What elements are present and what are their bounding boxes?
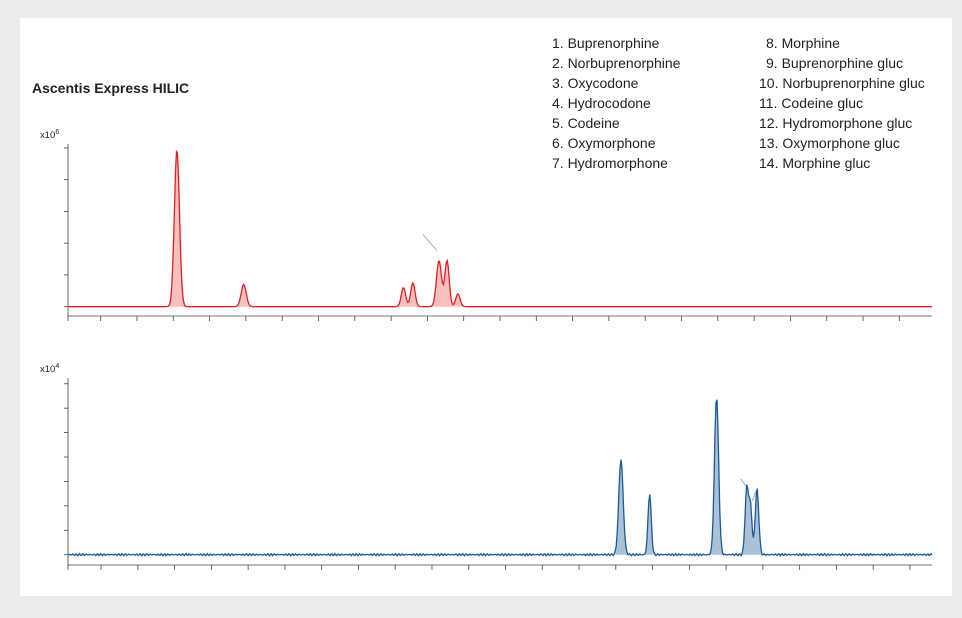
legend-item: 14. Morphine gluc	[759, 155, 870, 171]
series-line-opioid-drugs	[68, 149, 932, 308]
peak-leader-line	[740, 478, 747, 486]
series-line-opioid-glucuronides	[67, 399, 933, 557]
legend-item: 1. Buprenorphine	[552, 35, 660, 51]
figure-title: Ascentis Express HILIC	[32, 80, 189, 96]
legend-item: 11. Codeine gluc	[759, 95, 863, 111]
legend-item: 4. Hydrocodone	[552, 95, 651, 111]
peak-fill-area	[68, 399, 932, 556]
y-scale-multiplier: x106	[40, 129, 59, 141]
legend-item: 5. Codeine	[552, 115, 620, 131]
compound-legend: 1. Buprenorphine 2. Norbuprenorphine 3. …	[552, 35, 925, 171]
opioid-glucuronides-panel: x104	[40, 363, 933, 570]
legend-item: 10. Norbuprenorphine gluc	[759, 75, 925, 91]
legend-item: 2. Norbuprenorphine	[552, 55, 681, 71]
legend-item: 13. Oxymorphone gluc	[759, 135, 900, 151]
legend-item: 8. Morphine	[766, 35, 840, 51]
legend-item: 12. Hydromorphone gluc	[759, 115, 912, 131]
peak-leader-line	[752, 489, 757, 501]
legend-item: 6. Oxymorphone	[552, 135, 656, 151]
y-scale-multiplier: x104	[40, 363, 59, 375]
legend-item: 9. Buprenorphine gluc	[766, 55, 903, 71]
legend-item: 7. Hydromorphone	[552, 155, 668, 171]
peak-leader-line	[422, 234, 438, 251]
opioid-drugs-panel: x106	[40, 129, 932, 321]
legend-item: 3. Oxycodone	[552, 75, 639, 91]
